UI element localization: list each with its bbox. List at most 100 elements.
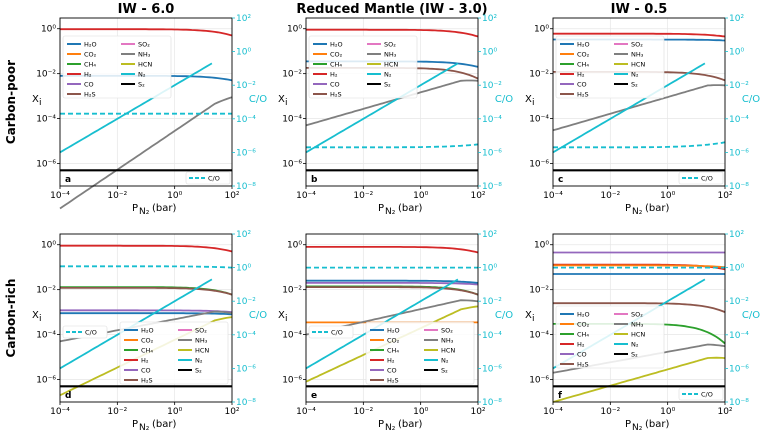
co-legend: C/O bbox=[185, 171, 231, 185]
co-legend: C/O bbox=[678, 387, 724, 401]
legend-entry: H₂O bbox=[84, 41, 97, 49]
legend-frame bbox=[119, 321, 229, 385]
y2-tick-label: 10⁻⁴ bbox=[482, 331, 502, 341]
legend-entry: H₂S bbox=[387, 377, 399, 385]
x-tick-label: 10⁻² bbox=[107, 407, 127, 417]
legend-entry: CO₂ bbox=[330, 51, 343, 59]
y2-tick-label: 10⁻⁸ bbox=[482, 398, 502, 408]
right-axis-label: C/O bbox=[495, 94, 513, 105]
x-tick-label: 10⁰ bbox=[660, 191, 675, 201]
legend-entry: CO₂ bbox=[577, 51, 590, 59]
legend-entry: H₂O bbox=[577, 311, 590, 319]
y2-tick-label: 10⁻² bbox=[482, 297, 502, 307]
legend-entry: S₂ bbox=[441, 367, 448, 375]
x-tick-label: 10² bbox=[224, 191, 239, 201]
series-co bbox=[306, 282, 479, 286]
legend-entry: H₂ bbox=[577, 71, 585, 79]
legend-entry: H₂ bbox=[141, 357, 149, 365]
legend-entry: HCN bbox=[138, 61, 152, 69]
co-legend-frame bbox=[678, 387, 724, 401]
legend-entry: N₂ bbox=[631, 341, 639, 349]
series-h2 bbox=[553, 32, 726, 38]
legend-entry: N₂ bbox=[195, 357, 203, 365]
series-nh3 bbox=[552, 84, 726, 132]
series-h2s bbox=[553, 302, 726, 313]
co-legend-label: C/O bbox=[701, 391, 713, 399]
row-title: Carbon-poor bbox=[4, 60, 18, 144]
y2-tick-label: 10² bbox=[482, 14, 497, 24]
y2-tick-label: 10⁻⁴ bbox=[729, 115, 749, 125]
y-tick-label: 10⁻⁶ bbox=[282, 160, 302, 170]
x-tick-label: 10⁻² bbox=[353, 191, 373, 201]
y2-tick-label: 10⁻⁸ bbox=[236, 182, 256, 192]
legend-entry: H₂S bbox=[577, 361, 589, 369]
y-axis-label-sub: i bbox=[532, 314, 535, 324]
x-tick-label: 10² bbox=[717, 191, 732, 201]
y2-tick-label: 10² bbox=[482, 230, 497, 240]
y2-tick-label: 10⁻⁶ bbox=[729, 364, 749, 374]
co-legend-frame bbox=[62, 325, 108, 339]
x-tick-label: 10⁻² bbox=[600, 191, 620, 201]
x-axis-label-sub: N₂ bbox=[385, 207, 396, 217]
y2-tick-label: 10⁻⁸ bbox=[482, 182, 502, 192]
co-legend-label: C/O bbox=[331, 329, 343, 337]
panel-e: 10⁻⁴ 10⁻² 10⁰ 10² 10⁰ 10⁻² 10⁻⁴ 10⁻⁶ 10² 10⁰ 10⁻² 1… bbox=[278, 230, 513, 430]
y-tick-label: 10⁻⁶ bbox=[282, 376, 302, 386]
y2-tick-label: 10² bbox=[729, 14, 744, 24]
x-tick-label: 10⁻⁴ bbox=[50, 407, 70, 417]
x-tick-label: 10⁻⁴ bbox=[296, 407, 316, 417]
legend-box: H₂O SO₂ CO₂ NH₃ CH₄ HCN H₂ N₂ CO S₂ H₂S bbox=[555, 35, 665, 99]
x-axis-label-unit: (bar) bbox=[645, 203, 669, 214]
y-tick-label: 10⁻² bbox=[36, 286, 56, 296]
legend-entry: CO bbox=[387, 367, 397, 375]
legend-entry: H₂ bbox=[577, 341, 585, 349]
panel-b: 10⁻⁴ 10⁻² 10⁰ 10² 10⁰ 10⁻² 10⁻⁴ 10⁻⁶ 10² 10⁰ 10⁻² 1… bbox=[278, 14, 513, 217]
legend-entry: S₂ bbox=[138, 81, 145, 89]
y2-tick-label: 10⁻⁸ bbox=[729, 182, 749, 192]
series-h2 bbox=[60, 244, 233, 253]
series-nh3 bbox=[59, 96, 233, 210]
y2-tick-label: 10⁻⁶ bbox=[236, 148, 256, 158]
y-tick-label: 10⁰ bbox=[287, 241, 302, 251]
legend-entry: H₂S bbox=[577, 91, 589, 99]
x-axis-label-unit: (bar) bbox=[398, 419, 422, 430]
x-axis-label-sub: N₂ bbox=[139, 207, 150, 217]
x-axis-label: P bbox=[625, 419, 631, 430]
right-axis-label: C/O bbox=[249, 94, 267, 105]
legend-entry: S₂ bbox=[631, 81, 638, 89]
series-n2 bbox=[305, 62, 459, 154]
legend-entry: CO bbox=[141, 367, 151, 375]
right-axis-label: C/O bbox=[742, 310, 760, 321]
co-legend: C/O bbox=[678, 171, 724, 185]
x-axis-label-unit: (bar) bbox=[398, 203, 422, 214]
legend-entry: SO₂ bbox=[138, 41, 150, 49]
legend-box: H₂O SO₂ CO₂ NH₃ CH₄ HCN H₂ N₂ CO S₂ H₂S bbox=[308, 35, 418, 99]
legend-entry: SO₂ bbox=[384, 41, 396, 49]
legend-entry: HCN bbox=[441, 347, 455, 355]
legend-entry: H₂O bbox=[387, 327, 400, 335]
legend-entry: S₂ bbox=[631, 351, 638, 359]
legend-entry: NH₃ bbox=[631, 321, 644, 329]
legend-frame bbox=[555, 305, 665, 369]
y-tick-label: 10⁰ bbox=[287, 25, 302, 35]
series-h2s bbox=[60, 287, 233, 296]
row-title-group: Carbon-rich bbox=[4, 279, 18, 358]
x-tick-label: 10⁰ bbox=[167, 407, 182, 417]
x-axis-label-sub: N₂ bbox=[385, 423, 396, 430]
legend-entry: CO bbox=[577, 81, 587, 89]
x-axis-label-unit: (bar) bbox=[152, 419, 176, 430]
legend-entry: CO bbox=[577, 351, 587, 359]
legend-box: H₂O SO₂ CO₂ NH₃ CH₄ HCN H₂ N₂ CO S₂ H₂S bbox=[365, 321, 475, 385]
y-tick-label: 10⁻² bbox=[282, 286, 302, 296]
x-tick-label: 10⁻⁴ bbox=[296, 191, 316, 201]
legend-entry: HCN bbox=[384, 61, 398, 69]
series-h2s bbox=[306, 286, 479, 296]
y-tick-label: 10⁻⁶ bbox=[36, 376, 56, 386]
axes-frame bbox=[552, 233, 726, 403]
y-axis-label-sub: i bbox=[532, 98, 535, 108]
legend-entry: CH₄ bbox=[141, 347, 153, 355]
x-tick-label: 10² bbox=[470, 191, 485, 201]
y-axis-label: X bbox=[32, 94, 39, 105]
panel-letter: a bbox=[65, 175, 71, 185]
